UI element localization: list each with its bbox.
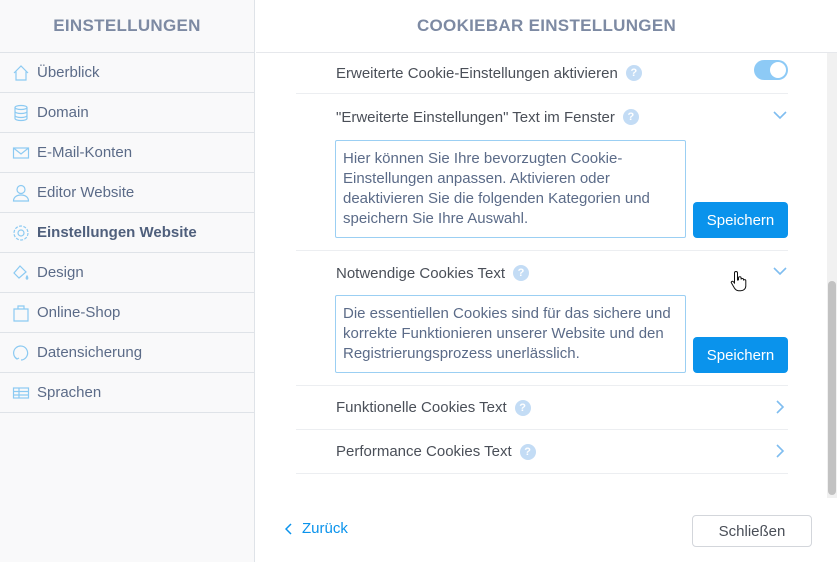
row-functional-text[interactable]: Funktionelle Cookies Text? <box>296 386 788 430</box>
scrollbar-thumb[interactable] <box>828 281 836 495</box>
chevron-left-icon <box>285 522 292 535</box>
user-icon <box>12 184 30 202</box>
row-label: Performance Cookies Text <box>336 443 512 460</box>
gear-icon <box>13 224 29 241</box>
sidebar-item-label: E-Mail-Konten <box>37 144 133 161</box>
extended-settings-toggle[interactable] <box>754 60 788 80</box>
sidebar-item-label: Datensicherung <box>37 344 143 361</box>
sidebar-item-editor[interactable]: Editor Website <box>0 173 254 213</box>
back-link[interactable]: Zurück <box>285 520 348 537</box>
sidebar-item-label: Sprachen <box>37 384 102 401</box>
sidebar-item-einstellungen-website[interactable]: Einstellungen Website <box>0 213 254 253</box>
chevron-right-icon[interactable] <box>772 399 788 415</box>
row-label: "Erweiterte Einstellungen" Text im Fenst… <box>336 108 615 126</box>
sidebar-item-label: Online-Shop <box>37 304 121 321</box>
sidebar-item-sprachen[interactable]: Sprachen <box>0 373 254 413</box>
sidebar-item-label: Domain <box>37 104 89 121</box>
sidebar-item-label: Editor Website <box>37 184 135 201</box>
help-icon[interactable]: ? <box>622 109 639 125</box>
save-button[interactable]: Speichern <box>693 337 788 373</box>
refresh-icon <box>13 344 29 361</box>
row-extended-text: "Erweiterte Einstellungen" Text im Fenst… <box>296 94 788 292</box>
language-table-icon <box>12 386 30 399</box>
necessary-text-textarea[interactable]: Die essentiellen Cookies sind für das si… <box>335 295 686 373</box>
help-icon[interactable]: ? <box>625 65 642 81</box>
row-label: Notwendige Cookies Text <box>336 264 505 282</box>
sidebar-item-label: Überblick <box>37 64 100 81</box>
chevron-down-icon[interactable] <box>772 107 788 123</box>
hand-cursor-icon <box>730 270 747 292</box>
sidebar-item-online-shop[interactable]: Online-Shop <box>0 293 254 333</box>
sidebar-item-email[interactable]: E-Mail-Konten <box>0 133 254 173</box>
help-icon[interactable]: ? <box>514 399 531 416</box>
paint-bucket-icon <box>13 264 29 280</box>
row-label: Erweiterte Cookie-Einstellungen aktivier… <box>336 64 618 82</box>
sidebar-item-design[interactable]: Design <box>0 253 254 293</box>
sidebar-item-domain[interactable]: Domain <box>0 93 254 133</box>
help-icon[interactable]: ? <box>512 265 529 281</box>
chevron-right-icon[interactable] <box>772 443 788 459</box>
chevron-down-icon[interactable] <box>772 263 788 279</box>
back-label: Zurück <box>302 520 348 537</box>
row-performance-text[interactable]: Performance Cookies Text? <box>296 430 788 474</box>
shopping-bag-icon <box>13 304 29 322</box>
row-label: Funktionelle Cookies Text <box>336 399 507 416</box>
page-title: COOKIEBAR EINSTELLUNGEN <box>256 0 837 53</box>
sidebar-item-ueberblick[interactable]: Überblick <box>0 53 254 93</box>
row-necessary-text: Notwendige Cookies Text? Die essentielle… <box>296 251 788 386</box>
extended-text-textarea[interactable]: Hier können Sie Ihre bevorzugten Cookie-… <box>335 140 686 238</box>
mail-icon <box>12 146 30 159</box>
sidebar-item-label: Design <box>37 264 84 281</box>
home-icon <box>13 64 29 81</box>
save-button[interactable]: Speichern <box>693 202 788 238</box>
sidebar: EINSTELLUNGEN Überblick Domain E-Mail-Ko… <box>0 0 255 562</box>
settings-list: Erweiterte Cookie-Einstellungen aktivier… <box>296 53 788 474</box>
sidebar-title: EINSTELLUNGEN <box>0 0 254 53</box>
database-icon <box>14 104 28 121</box>
sidebar-item-label: Einstellungen Website <box>37 224 197 241</box>
help-icon[interactable]: ? <box>519 443 536 460</box>
scrollbar[interactable] <box>827 53 837 498</box>
close-button[interactable]: Schließen <box>692 515 812 547</box>
row-extended-settings: Erweiterte Cookie-Einstellungen aktivier… <box>296 53 788 94</box>
sidebar-item-datensicherung[interactable]: Datensicherung <box>0 333 254 373</box>
